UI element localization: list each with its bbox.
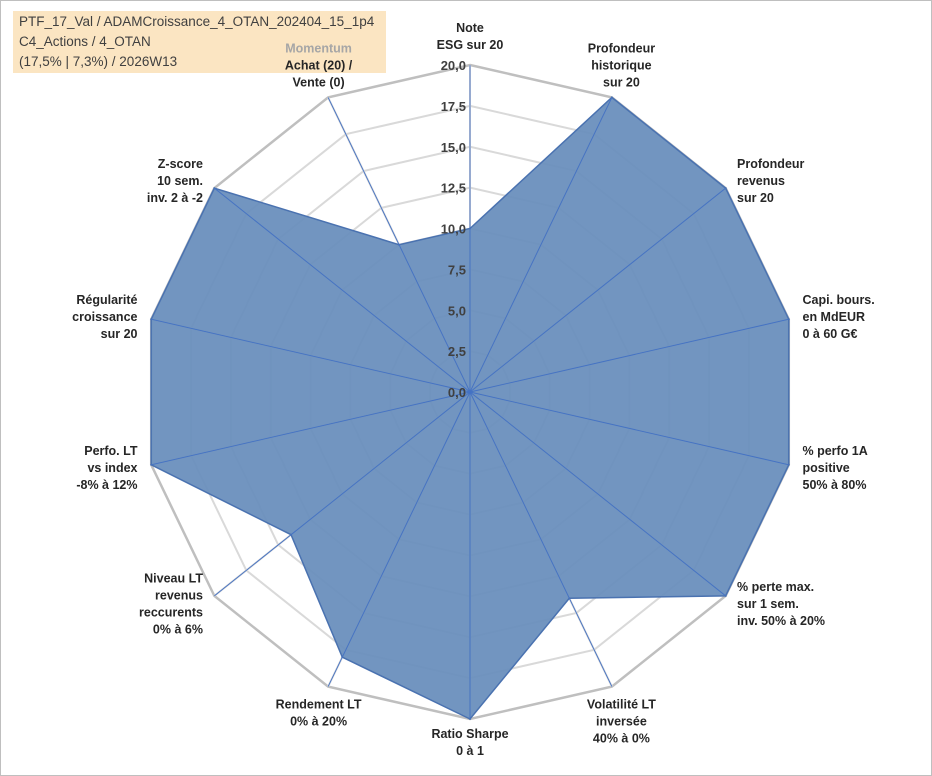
portfolio-stats: (17,5% | 7,3%) / 2026W13 (19, 54, 178, 69)
axis-spoke (214, 187, 471, 393)
category-label-line: 0% à 20% (290, 714, 347, 728)
portfolio-title: PTF_17_Val / ADAMCroissance_4_OTAN_20240… (19, 14, 375, 29)
category-label-line: Capi. bours. (803, 293, 875, 307)
category-label-line: sur 1 sem. (737, 597, 799, 611)
portfolio-category: C4_Actions / 4_OTAN (19, 34, 151, 49)
category-label-line: reccurents (139, 605, 203, 619)
axis-spoke (214, 391, 471, 597)
tick-label: 20,0 (441, 58, 466, 73)
category-label-line: % perfo 1A (803, 444, 868, 458)
category-label-line: revenus (737, 174, 785, 188)
category-label: Ratio Sharpe 0 à 1 (431, 727, 508, 758)
category-label: % perte max. sur 1 sem. inv. 50% à 20% (737, 580, 825, 628)
axis-spoke (469, 97, 613, 393)
category-label-line: 40% à 0% (593, 731, 650, 745)
category-label-line: Note (456, 21, 484, 35)
tick-label: 0,0 (448, 385, 466, 400)
tick-label: 17,5 (441, 99, 466, 114)
category-label-line: historique (591, 59, 651, 73)
category-label-line: croissance (72, 310, 137, 324)
axis-spoke (327, 391, 471, 687)
category-label-line: 0 à 1 (456, 744, 484, 758)
category-label-line: 0% à 6% (153, 622, 203, 636)
category-label-line: Z-score (158, 157, 203, 171)
category-label-line: inv. 50% à 20% (737, 614, 825, 628)
axis-spoke (469, 391, 726, 597)
tick-label: 2,5 (448, 344, 466, 359)
radar-axis-spokes (151, 65, 789, 719)
axis-spoke (327, 97, 471, 393)
tick-label: 12,5 (441, 181, 466, 196)
category-label-line: 0 à 60 G€ (803, 327, 858, 341)
category-label-line: sur 20 (603, 76, 640, 90)
category-label-line: Ratio Sharpe (431, 727, 508, 741)
category-label-line: 10 sem. (157, 174, 203, 188)
axis-spoke (469, 318, 789, 393)
category-label: Régularité croissance sur 20 (72, 293, 137, 341)
axis-spoke (469, 391, 613, 687)
tick-label: 7,5 (448, 262, 466, 277)
category-label-line: Perfo. LT (84, 444, 138, 458)
category-label: Z-score 10 sem. inv. 2 à -2 (147, 157, 203, 205)
category-label: Perfo. LT vs index -8% à 12% (76, 444, 138, 492)
category-label-line: revenus (155, 588, 203, 602)
axis-spoke (469, 187, 726, 393)
tick-label: 10,0 (441, 222, 466, 237)
category-label-line: Profondeur (588, 42, 655, 56)
category-label-line: Rendement LT (276, 697, 362, 711)
category-label-line: Vente (0) (293, 76, 345, 90)
radial-tick-labels: 0,0 2,5 5,0 7,5 10,0 12,5 15,0 17,5 20,0 (441, 58, 466, 400)
category-label: % perfo 1A positive 50% à 80% (803, 444, 868, 492)
category-label-line: Momentum (285, 42, 352, 56)
category-label-line: Régularité (76, 293, 137, 307)
category-label-line: ESG sur 20 (437, 38, 504, 52)
category-label: Profondeur historique sur 20 (588, 42, 655, 90)
category-label-line: Achat (20) / (285, 59, 353, 73)
portfolio-info-box: PTF_17_Val / ADAMCroissance_4_OTAN_20240… (13, 11, 386, 73)
category-label-line: sur 20 (737, 191, 774, 205)
category-label-line: -8% à 12% (76, 478, 137, 492)
category-label-line: inversée (596, 714, 647, 728)
tick-label: 15,0 (441, 140, 466, 155)
category-label: Momentum Achat (20) / Vente (0) (285, 42, 353, 90)
category-label-line: inv. 2 à -2 (147, 191, 203, 205)
category-labels: Note ESG sur 20 Profondeur historique sur 20… (72, 21, 875, 758)
category-label: Profondeur revenus sur 20 (737, 157, 804, 205)
axis-spoke (151, 391, 471, 466)
tick-label: 5,0 (448, 303, 466, 318)
category-label: Volatilité LT inversée 40% à 0% (587, 697, 656, 745)
category-label-line: % perte max. (737, 580, 814, 594)
category-label-line: Niveau LT (144, 571, 203, 585)
category-label-line: sur 20 (101, 327, 138, 341)
category-label-line: Volatilité LT (587, 697, 656, 711)
category-label-line: vs index (87, 461, 137, 475)
category-label: Rendement LT 0% à 20% (276, 697, 362, 728)
category-label-line: positive (803, 461, 850, 475)
category-label-line: Profondeur (737, 157, 804, 171)
category-label: Niveau LT revenus reccurents 0% à 6% (139, 571, 203, 636)
category-label: Note ESG sur 20 (437, 21, 504, 52)
category-label-line: en MdEUR (803, 310, 866, 324)
category-label: Capi. bours. en MdEUR 0 à 60 G€ (803, 293, 875, 341)
axis-spoke (151, 318, 471, 393)
axis-spoke (469, 391, 789, 466)
category-label-line: 50% à 80% (803, 478, 867, 492)
